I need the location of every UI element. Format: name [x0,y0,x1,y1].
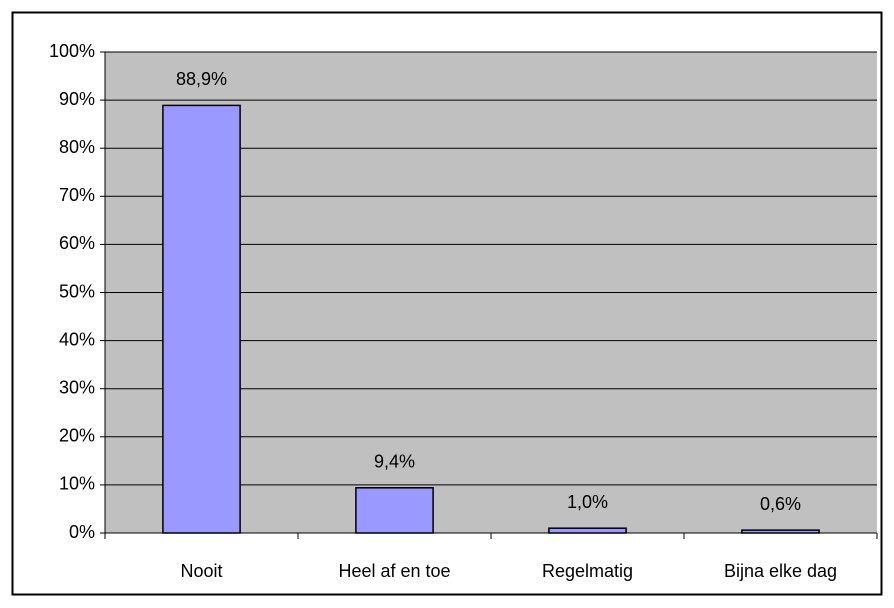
y-tick-label: 0% [69,522,95,542]
x-tick-label: Bijna elke dag [724,561,837,581]
y-tick-label: 100% [49,41,95,61]
y-tick-label: 30% [59,377,95,397]
y-tick-label: 60% [59,233,95,253]
bar [162,104,241,534]
bar [548,527,627,534]
data-label: 88,9% [176,69,227,89]
y-tick-label: 10% [59,474,95,494]
y-tick-label: 70% [59,185,95,205]
y-tick-label: 50% [59,281,95,301]
x-tick-label: Regelmatig [542,561,633,581]
y-tick-label: 40% [59,329,95,349]
data-label: 0,6% [760,494,801,514]
data-label: 1,0% [567,492,608,512]
y-tick-label: 90% [59,89,95,109]
x-tick-label: Nooit [180,561,222,581]
y-tick-label: 20% [59,426,95,446]
y-tick-label: 80% [59,137,95,157]
data-label: 9,4% [374,452,415,472]
bar [741,529,820,534]
bar [355,487,434,534]
x-tick-label: Heel af en toe [338,561,450,581]
